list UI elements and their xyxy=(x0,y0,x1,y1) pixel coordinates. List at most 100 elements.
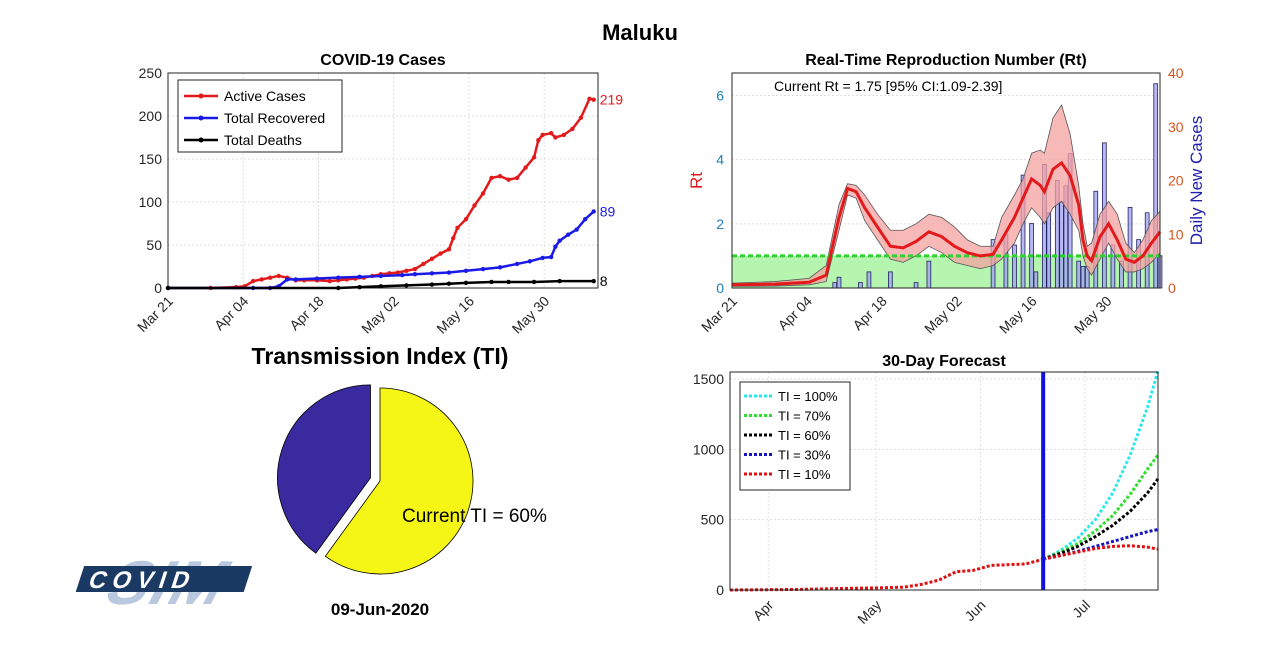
data-point xyxy=(395,270,401,275)
data-point xyxy=(506,177,511,182)
legend-label: Total Recovered xyxy=(224,110,325,126)
forecast-line xyxy=(1042,544,1159,561)
x-tick-label: May 02 xyxy=(358,293,402,337)
data-point xyxy=(463,217,469,222)
y-left-tick-label: 2 xyxy=(716,216,724,232)
end-value-label: 8 xyxy=(600,273,608,289)
y-left-tick-label: 4 xyxy=(716,152,724,168)
x-tick-label: Mar 21 xyxy=(698,293,740,335)
data-point xyxy=(378,284,384,289)
data-point xyxy=(514,175,520,181)
forecast-line xyxy=(1042,370,1160,561)
x-tick-label: May 16 xyxy=(996,293,1040,337)
pie-slice xyxy=(277,384,371,554)
data-point xyxy=(259,277,264,282)
rt-chart: Real-Time Reproduction Number (Rt) 0 2 4 6 0 1… xyxy=(687,52,1206,337)
data-point xyxy=(404,283,409,288)
data-point xyxy=(536,137,541,143)
data-point xyxy=(284,277,290,282)
y-tick-label: 150 xyxy=(139,151,163,167)
data-point xyxy=(276,273,281,279)
data-point xyxy=(557,238,562,243)
pie-slice-label: Current TI = 60% xyxy=(402,506,547,527)
end-value-label: 89 xyxy=(600,203,616,219)
data-point xyxy=(446,247,452,252)
data-point xyxy=(570,126,575,132)
legend: Active Cases Total Recovered Total Deaths xyxy=(177,79,343,153)
legend-label: TI = 70% xyxy=(778,409,831,424)
current-rt-annotation: Current Rt = 1.75 [95% CI:1.09-2.39] xyxy=(774,78,1002,94)
daily-cases-bar xyxy=(832,282,838,289)
data-point xyxy=(531,279,537,285)
x-tick-label: Apr 18 xyxy=(849,293,890,334)
y-tick-label: 200 xyxy=(139,108,163,124)
data-point xyxy=(591,97,596,102)
data-point xyxy=(378,273,384,279)
y-tick-label: 0 xyxy=(154,280,162,296)
x-tick-label: Apr xyxy=(750,597,777,624)
y-right-tick-label: 10 xyxy=(1168,226,1184,242)
x-tick-label: Apr 04 xyxy=(211,293,252,334)
cases-title: COVID-19 Cases xyxy=(320,52,445,69)
data-point xyxy=(480,191,486,196)
x-tick-label: May 30 xyxy=(1071,293,1115,337)
data-point xyxy=(553,244,558,249)
x-tick-label: Apr 18 xyxy=(286,293,327,334)
forecast-line xyxy=(1042,477,1160,561)
x-tick-label: May xyxy=(854,597,884,627)
data-point xyxy=(165,285,171,291)
data-point xyxy=(489,175,494,181)
data-point xyxy=(540,132,545,138)
x-tick-label: Mar 21 xyxy=(134,293,176,335)
x-tick-label: May 30 xyxy=(509,293,553,337)
daily-cases-bar xyxy=(836,276,842,289)
data-point xyxy=(267,275,273,280)
data-point xyxy=(561,132,567,138)
data-point xyxy=(527,259,533,264)
data-point xyxy=(327,278,332,284)
data-point xyxy=(553,135,558,140)
x-tick-label: Jun xyxy=(961,597,988,624)
data-point xyxy=(455,225,460,230)
y-right-tick-label: 0 xyxy=(1168,280,1176,296)
data-point xyxy=(399,272,405,278)
forecast-line xyxy=(1042,454,1160,561)
y-tick-label: 250 xyxy=(139,65,163,81)
plot-frame xyxy=(731,72,1161,289)
y-tick-label: 0 xyxy=(716,582,724,598)
forecast-title: 30-Day Forecast xyxy=(882,353,1006,370)
legend-label: TI = 60% xyxy=(778,428,831,443)
legend-marker xyxy=(198,93,204,99)
history-line xyxy=(729,557,1044,592)
data-point xyxy=(412,272,418,277)
data-point xyxy=(421,261,426,267)
data-point xyxy=(429,256,435,261)
data-point xyxy=(451,235,456,241)
daily-cases-bar xyxy=(858,282,863,289)
data-point xyxy=(540,255,545,261)
y-tick-label: 100 xyxy=(139,194,163,210)
y-tick-label: 1000 xyxy=(693,441,724,457)
data-point xyxy=(446,270,452,275)
y-tick-label: 500 xyxy=(701,512,725,528)
y-left-tick-label: 6 xyxy=(716,87,724,103)
end-value-label: 219 xyxy=(600,92,624,108)
legend-label: Total Deaths xyxy=(224,132,302,148)
x-tick-label: May 16 xyxy=(433,293,477,337)
data-point xyxy=(587,96,592,101)
data-point xyxy=(463,268,469,273)
data-point xyxy=(497,174,503,179)
forecast-chart: 30-Day Forecast 0 500 1000 1500 Apr May Jun Jul T… xyxy=(693,353,1160,627)
plot-frame xyxy=(729,371,1159,591)
y-right-tick-label: 20 xyxy=(1168,173,1184,189)
data-point xyxy=(531,155,537,160)
y-right-tick-label: 30 xyxy=(1168,119,1184,135)
rt-line xyxy=(731,160,1162,287)
data-point xyxy=(429,282,435,287)
data-point xyxy=(565,232,571,237)
daily-cases-bar xyxy=(1046,212,1052,289)
daily-cases-bar xyxy=(913,282,919,289)
legend-label: TI = 30% xyxy=(778,448,831,463)
legend-label: Active Cases xyxy=(224,88,306,104)
daily-cases-bar xyxy=(888,271,893,289)
